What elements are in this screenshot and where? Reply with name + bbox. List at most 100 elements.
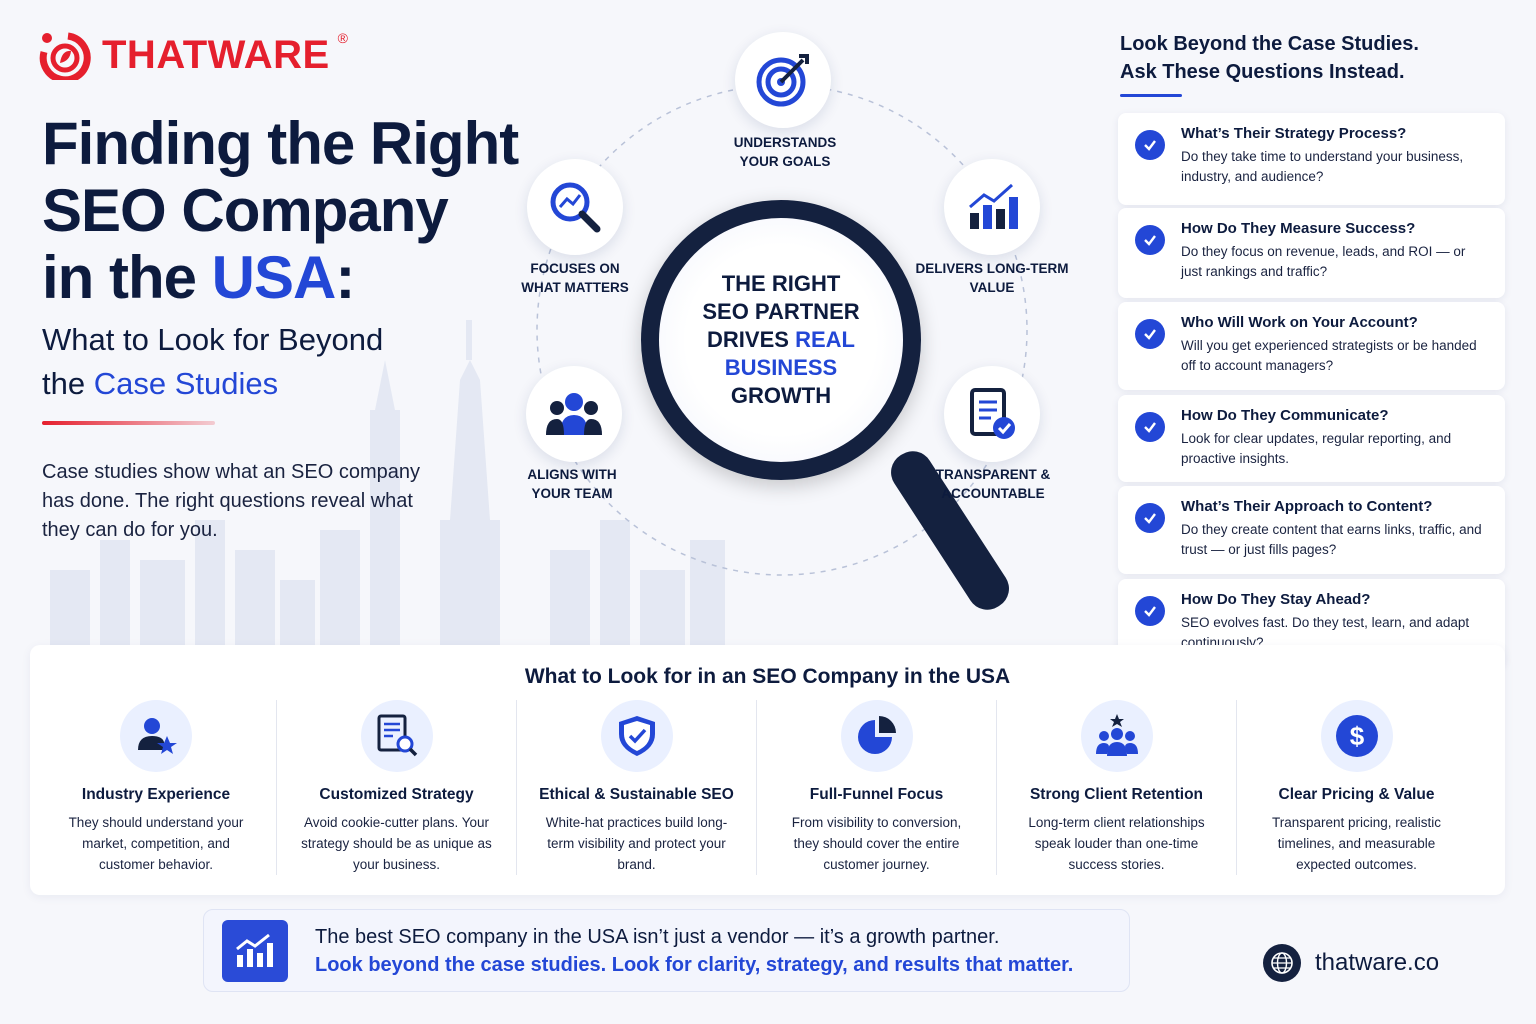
question-title: Who Will Work on Your Account? [1181, 314, 1418, 331]
hub-line: DRIVES REAL [696, 326, 866, 354]
question-detail: Do they create content that earns links,… [1181, 522, 1482, 557]
node-value-label: DELIVERS LONG-TERM VALUE [907, 259, 1077, 297]
heading-underline [1120, 94, 1182, 97]
title-line: Finding the Right [42, 110, 519, 177]
criteria-item-title: Strong Client Retention [1029, 786, 1204, 803]
criteria-item-title: Clear Pricing & Value [1278, 786, 1435, 803]
question-card: What’s Their Approach to Content? Do the… [1118, 486, 1505, 574]
criteria-item: Industry Experience They should understa… [36, 700, 276, 875]
label-line: ALIGNS WITH [527, 467, 617, 482]
divider [42, 421, 215, 425]
label-line: UNDERSTANDS [733, 135, 837, 150]
label-line: YOUR GOALS [739, 154, 831, 169]
criteria-item-desc: Long-term client relationships speak lou… [1028, 815, 1205, 872]
website-link[interactable]: thatware.co [1263, 944, 1439, 982]
criteria-item: Full-Funnel Focus From visibility to con… [756, 700, 996, 875]
hub-line: SEO PARTNER [702, 299, 860, 324]
team-icon [546, 393, 602, 435]
question-title: What’s Their Strategy Process? [1181, 125, 1407, 142]
thatware-logo: THATWARE ® [38, 30, 348, 80]
orbit-ring [536, 84, 1028, 576]
check-icon [1135, 130, 1165, 160]
banner-line-1: The best SEO company in the USA isn’t ju… [315, 926, 1000, 948]
team-star-icon [1080, 700, 1153, 772]
hub-text-part: DRIVES [707, 327, 796, 352]
check-icon [1135, 225, 1165, 255]
node-team-label: ALIGNS WITH YOUR TEAM [487, 465, 657, 503]
question-card: How Do They Communicate? Look for clear … [1118, 395, 1505, 482]
hub-line: GROWTH [730, 383, 832, 408]
label-line: TRANSPARENT & [935, 467, 1051, 482]
shield-check-icon [600, 700, 673, 772]
banner-line-2: Look beyond the case studies. Look for c… [315, 954, 1074, 976]
criteria-title: What to Look for in an SEO Company in th… [524, 665, 1011, 688]
user-star-icon [120, 700, 192, 772]
criteria-item: Customized Strategy Avoid cookie-cutter … [276, 700, 516, 875]
criteria-panel: What to Look for in an SEO Company in th… [30, 645, 1505, 895]
question-detail: Do they take time to understand your bus… [1181, 149, 1464, 184]
search-analytics-icon [550, 182, 601, 233]
document-search-icon [360, 700, 433, 772]
dollar-icon: $ [1320, 700, 1393, 772]
criteria-item-title: Industry Experience [81, 786, 231, 803]
criteria-item-desc: Transparent pricing, realistic timelines… [1271, 815, 1442, 872]
criteria-item-title: Customized Strategy [319, 786, 474, 803]
hub-accent: REAL [795, 327, 855, 352]
check-icon [1135, 503, 1165, 533]
subtitle: What to Look for Beyond the Case Studies [42, 318, 383, 406]
criteria-item-desc: White-hat practices build long-term visi… [545, 815, 728, 872]
node-transparent [944, 366, 1040, 462]
check-icon [1135, 319, 1165, 349]
closing-banner: The best SEO company in the USA isn’t ju… [203, 909, 1130, 992]
registered-mark: ® [337, 30, 348, 46]
criteria-item: $ Clear Pricing & Value Transparent pric… [1236, 700, 1476, 875]
criteria-item-desc: Avoid cookie-cutter plans. Your strategy… [301, 815, 492, 872]
title-text: : [335, 244, 355, 311]
hub-line: THE RIGHT [721, 271, 841, 296]
svg-text:$: $ [1349, 721, 1364, 751]
growth-chart-icon [222, 920, 288, 982]
question-card: What’s Their Strategy Process? Do they t… [1118, 113, 1505, 205]
heading-line: Ask These Questions Instead. [1120, 61, 1405, 83]
criteria-item-title: Ethical & Sustainable SEO [539, 786, 734, 803]
question-card: How Do They Measure Success? Do they foc… [1118, 208, 1505, 298]
magnifier-hub: THE RIGHT SEO PARTNER DRIVES REAL BUSINE… [641, 200, 921, 480]
label-line: DELIVERS LONG-TERM [915, 261, 1069, 276]
node-value [944, 159, 1040, 255]
node-goals-label: UNDERSTANDS YOUR GOALS [700, 133, 870, 171]
question-card: Who Will Work on Your Account? Will you … [1118, 302, 1505, 390]
question-detail: Do they focus on revenue, leads, and ROI… [1181, 244, 1466, 279]
bar-chart-growth-icon [969, 183, 1018, 229]
criteria-item: Ethical & Sustainable SEO White-hat prac… [516, 700, 756, 875]
thatware-logo-icon [39, 32, 91, 80]
intro-text: Case studies show what an SEO company ha… [42, 461, 420, 541]
label-line: YOUR TEAM [531, 486, 613, 501]
label-line: VALUE [969, 280, 1015, 295]
criteria-item-title: Full-Funnel Focus [809, 786, 944, 803]
globe-icon [1263, 944, 1301, 982]
pie-chart-icon [840, 700, 913, 772]
subtitle-line: the Case Studies [42, 362, 383, 406]
website-text: thatware.co [1315, 949, 1440, 976]
label-line: ACCOUNTABLE [941, 486, 1045, 501]
hub-line: BUSINESS [724, 355, 838, 380]
node-transparent-label: TRANSPARENT & ACCOUNTABLE [908, 465, 1078, 503]
title-text: in the [42, 244, 212, 311]
subtitle-line: What to Look for Beyond [42, 322, 384, 357]
hub-text: THE RIGHT SEO PARTNER DRIVES REAL BUSINE… [696, 270, 866, 410]
page-title: Finding the Right SEO Company in the USA… [42, 110, 519, 311]
question-title: How Do They Stay Ahead? [1181, 591, 1371, 608]
document-check-icon [970, 388, 1015, 439]
question-detail: Will you get experienced strategists or … [1181, 338, 1477, 373]
node-focus [527, 159, 623, 255]
question-title: How Do They Measure Success? [1181, 220, 1416, 237]
node-goals [735, 32, 831, 128]
criteria-item-desc: They should understand your market, comp… [68, 815, 244, 872]
subtitle-accent: Case Studies [93, 366, 279, 401]
criteria-item-desc: From visibility to conversion, they shou… [791, 815, 962, 872]
title-accent: USA [211, 244, 337, 311]
node-focus-label: FOCUSES ON WHAT MATTERS [490, 259, 660, 297]
subtitle-text: the [42, 366, 94, 401]
questions-heading: Look Beyond the Case Studies. Ask These Q… [1120, 30, 1419, 86]
title-line: in the USA: [42, 244, 518, 311]
